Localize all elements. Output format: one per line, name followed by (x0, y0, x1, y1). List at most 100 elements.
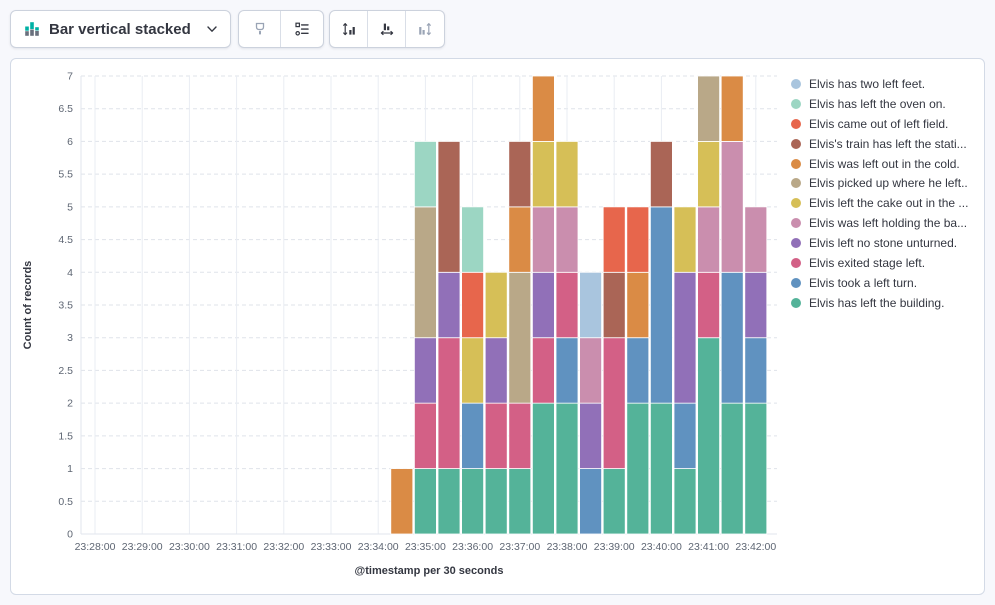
bar-segment[interactable] (532, 206, 555, 273)
legend-label: Elvis left the cake out in the ... (809, 196, 968, 211)
bar-segment[interactable] (508, 271, 532, 404)
axis-left-icon (342, 22, 355, 36)
bar-segment[interactable] (697, 141, 720, 208)
bar-segment[interactable] (508, 141, 532, 208)
visual-options-button[interactable] (239, 11, 281, 47)
bar-segment[interactable] (413, 468, 437, 535)
bar-segment[interactable] (626, 337, 650, 404)
bar-segment[interactable] (437, 141, 461, 273)
chevron-down-icon (207, 26, 217, 32)
bar-segment[interactable] (720, 141, 744, 273)
bar-segment[interactable] (602, 271, 626, 339)
x-tick-label: 23:39:00 (594, 541, 635, 553)
x-tick-label: 23:33:00 (311, 541, 352, 553)
bar-segment[interactable] (532, 402, 555, 535)
bar-segment[interactable] (626, 402, 650, 535)
legend-swatch (791, 297, 801, 308)
bar-segment[interactable] (508, 206, 532, 273)
bar-segment[interactable] (650, 402, 673, 535)
bar-segment[interactable] (484, 337, 508, 404)
bar-segment[interactable] (555, 402, 579, 535)
bar-segment[interactable] (579, 337, 602, 404)
bar-segment[interactable] (413, 206, 437, 339)
bar-segment[interactable] (437, 337, 461, 469)
legend-item[interactable]: Elvis picked up where he left... (791, 173, 968, 193)
bar-segment[interactable] (555, 337, 579, 404)
bar-segment[interactable] (461, 206, 485, 273)
bar-segment[interactable] (626, 206, 650, 273)
legend-list-icon (295, 22, 309, 36)
bar-segment[interactable] (697, 337, 720, 535)
legend-item[interactable]: Elvis left the cake out in the ... (791, 193, 968, 213)
bar-segment[interactable] (650, 141, 673, 208)
legend-item[interactable]: Elvis exited stage left. (791, 253, 968, 273)
legend-item[interactable]: Elvis took a left turn. (791, 273, 968, 293)
legend-item[interactable]: Elvis has two left feet. (791, 74, 968, 94)
bar-segment[interactable] (461, 337, 485, 404)
bar-segment[interactable] (602, 206, 626, 273)
bar-segment[interactable] (532, 75, 555, 142)
bar-segment[interactable] (602, 468, 626, 535)
bar-segment[interactable] (555, 206, 579, 273)
bar-segment[interactable] (555, 271, 579, 339)
legend-item[interactable]: Elvis was left holding the ba... (791, 213, 968, 233)
bar-segment[interactable] (720, 271, 744, 404)
right-axis-button[interactable] (406, 11, 444, 47)
bar-segment[interactable] (673, 206, 697, 273)
bar-segment[interactable] (413, 141, 437, 208)
bar-segment[interactable] (532, 271, 555, 339)
bar-segment[interactable] (484, 402, 508, 469)
bar-segment[interactable] (532, 337, 555, 404)
bar-segment[interactable] (508, 402, 532, 469)
bar-segment[interactable] (626, 271, 650, 339)
chart-type-dropdown[interactable]: Bar vertical stacked (10, 10, 231, 48)
style-button-group (238, 10, 324, 48)
bar-segment[interactable] (461, 468, 485, 535)
bar-segment[interactable] (744, 402, 768, 535)
bar-segment[interactable] (744, 337, 768, 404)
bar-segment[interactable] (744, 271, 768, 339)
legend-item[interactable]: Elvis was left out in the cold. (791, 154, 968, 174)
x-tick-label: 23:41:00 (688, 541, 729, 553)
x-tick-label: 23:28:00 (75, 541, 116, 553)
legend-label: Elvis has left the building. (809, 295, 945, 310)
legend-item[interactable]: Elvis has left the building. (791, 293, 968, 313)
bar-segment[interactable] (579, 402, 602, 469)
bar-segment[interactable] (650, 206, 673, 404)
bar-segment[interactable] (673, 468, 697, 535)
bar-segment[interactable] (673, 402, 697, 469)
bar-segment[interactable] (555, 141, 579, 208)
left-axis-button[interactable] (330, 11, 368, 47)
bar-segment[interactable] (413, 402, 437, 469)
bar-segment[interactable] (744, 206, 768, 273)
bar-segment[interactable] (697, 271, 720, 339)
bar-segment[interactable] (508, 468, 532, 535)
bar-segment[interactable] (484, 271, 508, 339)
bar-segment[interactable] (461, 402, 485, 469)
bar-segment[interactable] (437, 468, 461, 535)
bar-segment[interactable] (602, 337, 626, 469)
legend-item[interactable]: Elvis has left the oven on. (791, 94, 968, 114)
bar-segment[interactable] (697, 206, 720, 273)
x-tick-label: 23:31:00 (216, 541, 257, 553)
bar-segment[interactable] (673, 271, 697, 404)
bar-segment[interactable] (413, 337, 437, 404)
bar-segment[interactable] (532, 141, 555, 208)
bar-segment[interactable] (390, 468, 414, 535)
legend-label: Elvis took a left turn. (809, 275, 918, 290)
legend-settings-button[interactable] (281, 11, 323, 47)
bar-segment[interactable] (484, 468, 508, 535)
legend-label: Elvis was left out in the cold. (809, 156, 960, 171)
bar-segment[interactable] (579, 271, 602, 339)
bar-segment[interactable] (720, 75, 744, 142)
bar-segment[interactable] (579, 468, 602, 535)
bar-segment[interactable] (461, 271, 485, 339)
legend-item[interactable]: Elvis's train has left the stati... (791, 134, 968, 154)
bar-segment[interactable] (697, 75, 720, 142)
x-tick-label: 23:29:00 (122, 541, 163, 553)
legend-item[interactable]: Elvis came out of left field. (791, 114, 968, 134)
bar-segment[interactable] (437, 271, 461, 339)
bar-segment[interactable] (720, 402, 744, 535)
bottom-axis-button[interactable] (368, 11, 406, 47)
legend-item[interactable]: Elvis left no stone unturned. (791, 233, 968, 253)
